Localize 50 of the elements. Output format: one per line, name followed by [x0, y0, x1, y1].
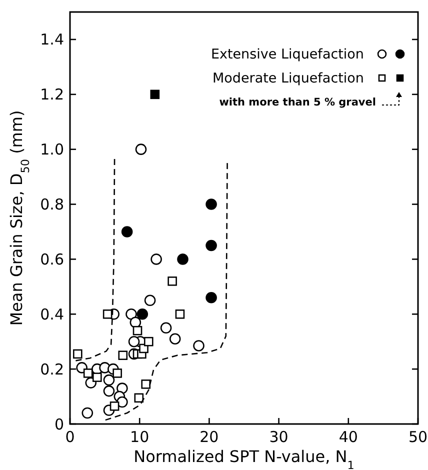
point	[102, 309, 112, 319]
point	[103, 374, 115, 386]
point	[150, 90, 160, 100]
point	[169, 333, 181, 345]
y-tick-label: 0.8	[40, 196, 64, 214]
y-tick-label: 0.2	[40, 360, 64, 378]
point	[206, 198, 217, 210]
point	[160, 322, 172, 334]
point	[168, 276, 177, 286]
y-tick-label: 1.4	[40, 30, 64, 49]
x-tick-label: 10	[130, 428, 150, 446]
line-series	[102, 162, 228, 422]
point	[206, 292, 217, 304]
point	[82, 407, 94, 419]
point	[206, 240, 217, 252]
legend-label: Moderate Liquefaction	[212, 70, 364, 87]
point	[175, 309, 185, 319]
y-tick-label: 0	[54, 415, 64, 434]
y-tick-label: 0.4	[40, 305, 64, 324]
point	[116, 396, 128, 408]
point	[118, 350, 128, 360]
x-tick-label: 20	[200, 428, 219, 446]
point	[144, 294, 156, 306]
y-tick-label: 1.0	[40, 140, 64, 159]
x-tick-label: 0	[65, 428, 75, 446]
point	[193, 340, 204, 352]
point	[135, 144, 147, 155]
point	[128, 336, 140, 348]
point	[132, 326, 142, 336]
point	[177, 254, 188, 265]
point	[112, 368, 122, 378]
point	[110, 401, 120, 411]
point	[150, 254, 162, 265]
x-tick-label: 30	[269, 428, 288, 446]
y-tick-label: 1.2	[40, 86, 64, 104]
x-tick-label: 40	[338, 428, 358, 446]
point	[126, 308, 137, 320]
point	[73, 349, 82, 359]
point	[136, 308, 148, 320]
annotation: with more than 5 % gravel	[219, 96, 376, 109]
y-tick-label: 0.6	[40, 250, 64, 268]
point	[83, 368, 93, 378]
point	[103, 385, 115, 397]
point	[144, 336, 154, 346]
point	[141, 380, 151, 389]
point	[92, 372, 102, 382]
point	[121, 226, 133, 238]
x-tick-label: 50	[408, 428, 428, 446]
legend-label: Extensive Liquefaction	[210, 46, 364, 63]
x-axis-title: Normalized SPT N-value, N$_{1}$	[134, 447, 354, 470]
